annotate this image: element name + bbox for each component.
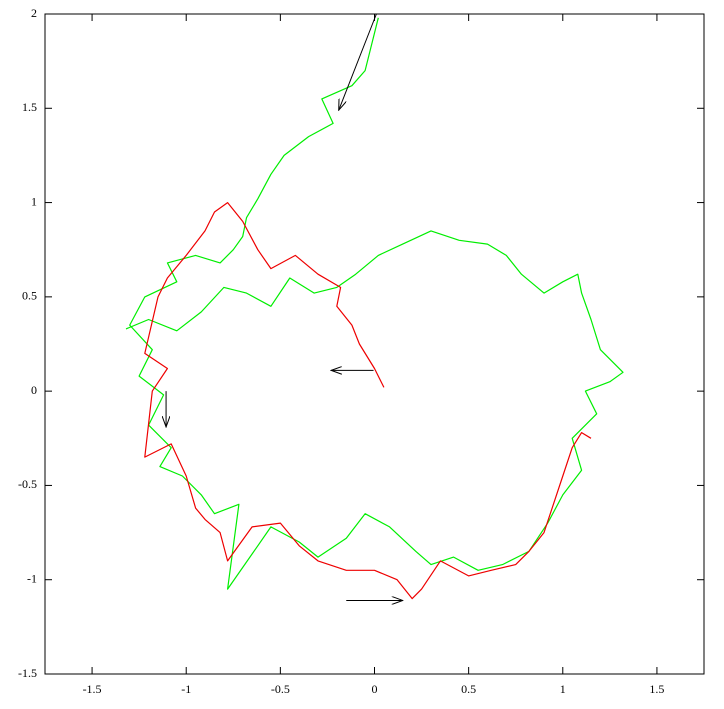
- y-tick-label: 2: [31, 6, 37, 20]
- x-tick-label: -1: [181, 682, 191, 696]
- arrow: [339, 13, 377, 110]
- y-tick-label: -0.5: [18, 477, 37, 491]
- x-tick-label: -0.5: [271, 682, 290, 696]
- y-tick-label: 0: [31, 383, 37, 397]
- x-tick-label: 1: [560, 682, 566, 696]
- y-tick-label: 0.5: [22, 289, 37, 303]
- y-tick-label: 1: [31, 194, 37, 208]
- x-tick-label: 1.5: [649, 682, 664, 696]
- walk-line: [125, 17, 624, 590]
- y-tick-label: 1.5: [22, 100, 37, 114]
- walk-line: [144, 202, 592, 600]
- x-tick-label: -1.5: [83, 682, 102, 696]
- x-tick-label: 0: [372, 682, 378, 696]
- plot-frame: [44, 13, 705, 675]
- y-tick-label: -1.5: [18, 666, 37, 680]
- x-tick-label: 0.5: [461, 682, 476, 696]
- y-tick-label: -1: [27, 571, 37, 585]
